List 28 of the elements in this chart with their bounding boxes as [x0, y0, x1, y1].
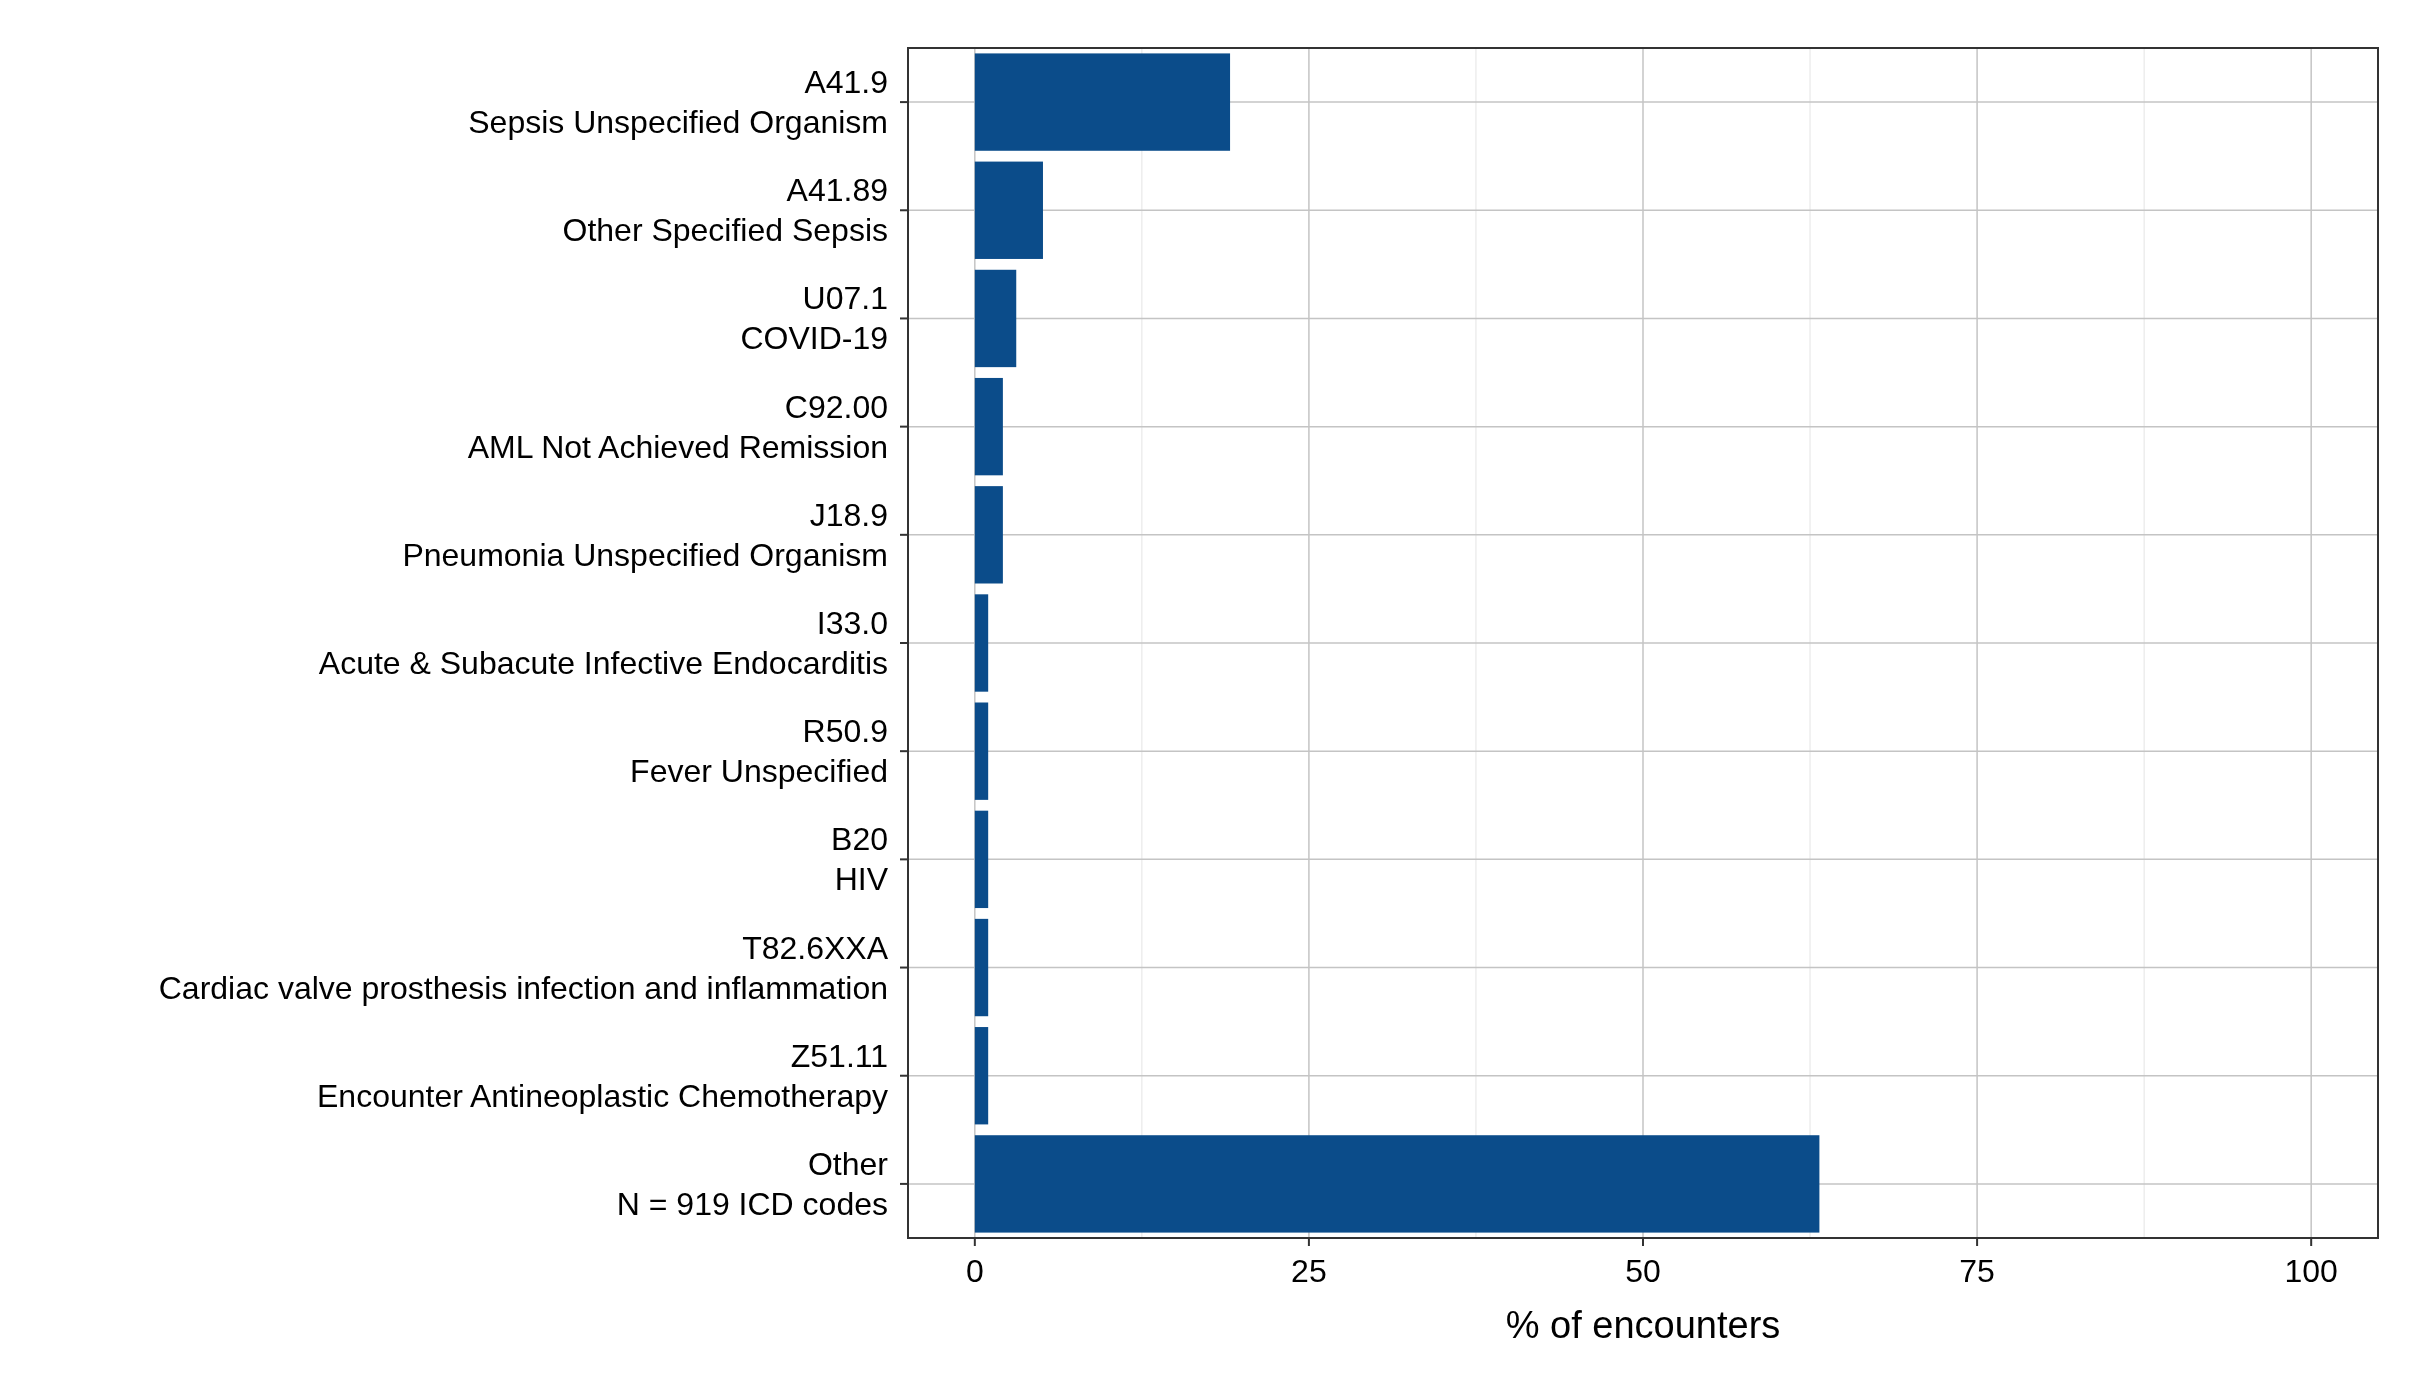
x-tick-label: 0	[965, 1253, 984, 1289]
y-tick-label: A41.89 Other Specified Sepsis	[562, 172, 888, 249]
bar	[974, 1027, 989, 1125]
y-tick-label: Z51.11 Encounter Antineoplastic Chemotherapy	[316, 1037, 888, 1114]
bar	[974, 377, 1003, 476]
bar	[974, 918, 989, 1017]
bar	[974, 594, 989, 692]
bar	[974, 1135, 1820, 1233]
y-tick-label: B20 HIV	[831, 821, 889, 898]
y-tick-label: J18.9 Pneumonia Unspecified Organism	[402, 496, 888, 573]
y-tick-label: T82.6XXA Cardiac valve prosthesis infection and inflammation	[158, 929, 889, 1006]
bar	[974, 810, 989, 909]
bar	[974, 269, 1017, 368]
bar	[974, 161, 1043, 259]
y-tick-label: R50.9 Fever Unspecified	[630, 713, 888, 790]
y-tick-label: A41.9 Sepsis Unspecified Organism	[468, 64, 888, 141]
y-tick-label: Other N = 919 ICD codes	[616, 1145, 889, 1222]
bar	[974, 53, 1231, 151]
bar	[974, 702, 989, 800]
x-tick-label: 50	[1625, 1253, 1661, 1289]
x-tick-label: 100	[2284, 1253, 2338, 1289]
y-tick-label: C92.00 AML Not Achieved Remission	[467, 388, 888, 465]
x-tick-label: 25	[1291, 1253, 1327, 1289]
bar	[974, 486, 1003, 584]
y-tick-label: I33.0 Acute & Subacute Infective Endocarditis	[318, 605, 888, 681]
y-tick-label: U07.1 COVID-19	[740, 280, 888, 357]
x-tick-label: 75	[1959, 1253, 1995, 1289]
x-axis-title: % of encounters	[1505, 1304, 1781, 1346]
